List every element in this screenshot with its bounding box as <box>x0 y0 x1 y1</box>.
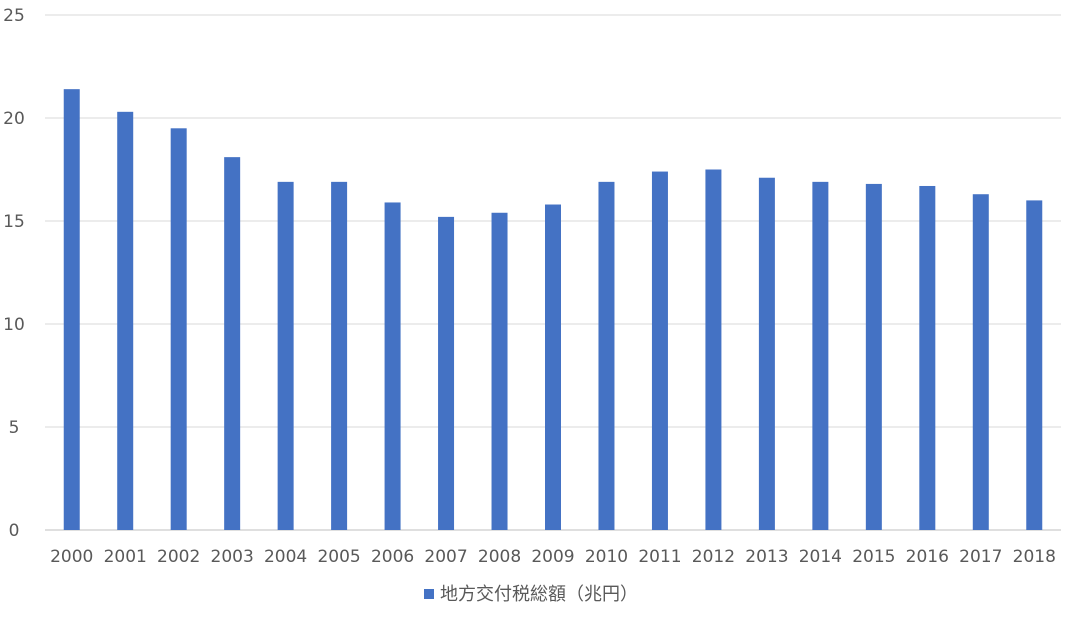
legend-label: 地方交付税総額（兆円） <box>440 584 638 605</box>
x-tick-label: 2014 <box>799 547 842 567</box>
x-tick-label: 2013 <box>745 547 788 567</box>
y-tick-label: 5 <box>9 418 20 438</box>
bar-2011 <box>651 171 668 530</box>
x-tick-label: 2015 <box>852 547 895 567</box>
y-axis-ticks: 0 5 10 15 20 25 <box>3 6 25 541</box>
bar-2000 <box>63 89 80 530</box>
bar-2004 <box>277 181 294 531</box>
bar-2001 <box>117 111 134 530</box>
bar-2005 <box>331 181 348 531</box>
legend: 地方交付税総額（兆円） <box>424 584 638 605</box>
bar-2002 <box>170 128 187 531</box>
x-tick-label: 2016 <box>906 547 949 567</box>
x-tick-label: 2004 <box>264 547 307 567</box>
bar-2018 <box>1026 200 1043 530</box>
bar-2003 <box>224 157 241 530</box>
bar-2009 <box>545 204 561 530</box>
bar-2016 <box>919 185 936 531</box>
x-tick-label: 2001 <box>104 547 147 567</box>
bar-2007 <box>438 216 455 530</box>
y-tick-label: 25 <box>3 6 25 26</box>
bar-2015 <box>865 183 882 531</box>
bar-2017 <box>972 194 989 530</box>
x-tick-label: 2009 <box>531 547 574 567</box>
x-tick-label: 2007 <box>424 547 467 567</box>
x-axis-ticks: 2000 2001 2002 2003 2004 2005 2006 2007 2008 2009… <box>50 547 1056 567</box>
bar-2006 <box>384 202 401 530</box>
x-tick-label: 2003 <box>211 547 254 567</box>
y-tick-label: 20 <box>3 109 25 129</box>
x-tick-label: 2006 <box>371 547 414 567</box>
y-tick-label: 10 <box>3 315 25 335</box>
bar-2008 <box>491 212 508 530</box>
y-tick-label: 0 <box>9 521 20 541</box>
x-tick-label: 2012 <box>692 547 735 567</box>
bar-2013 <box>758 177 775 531</box>
x-tick-label: 2005 <box>317 547 360 567</box>
bar-2014 <box>812 181 829 531</box>
x-tick-label: 2018 <box>1013 547 1056 567</box>
x-tick-label: 2017 <box>959 547 1002 567</box>
y-tick-label: 15 <box>3 212 25 232</box>
x-tick-label: 2000 <box>50 547 93 567</box>
bars <box>63 89 1043 531</box>
x-tick-label: 2010 <box>585 547 628 567</box>
bar-2012 <box>705 169 722 530</box>
legend-swatch <box>424 589 434 599</box>
bar-2010 <box>598 181 615 531</box>
x-tick-label: 2011 <box>638 547 681 567</box>
x-tick-label: 2002 <box>157 547 200 567</box>
x-tick-label: 2008 <box>478 547 521 567</box>
